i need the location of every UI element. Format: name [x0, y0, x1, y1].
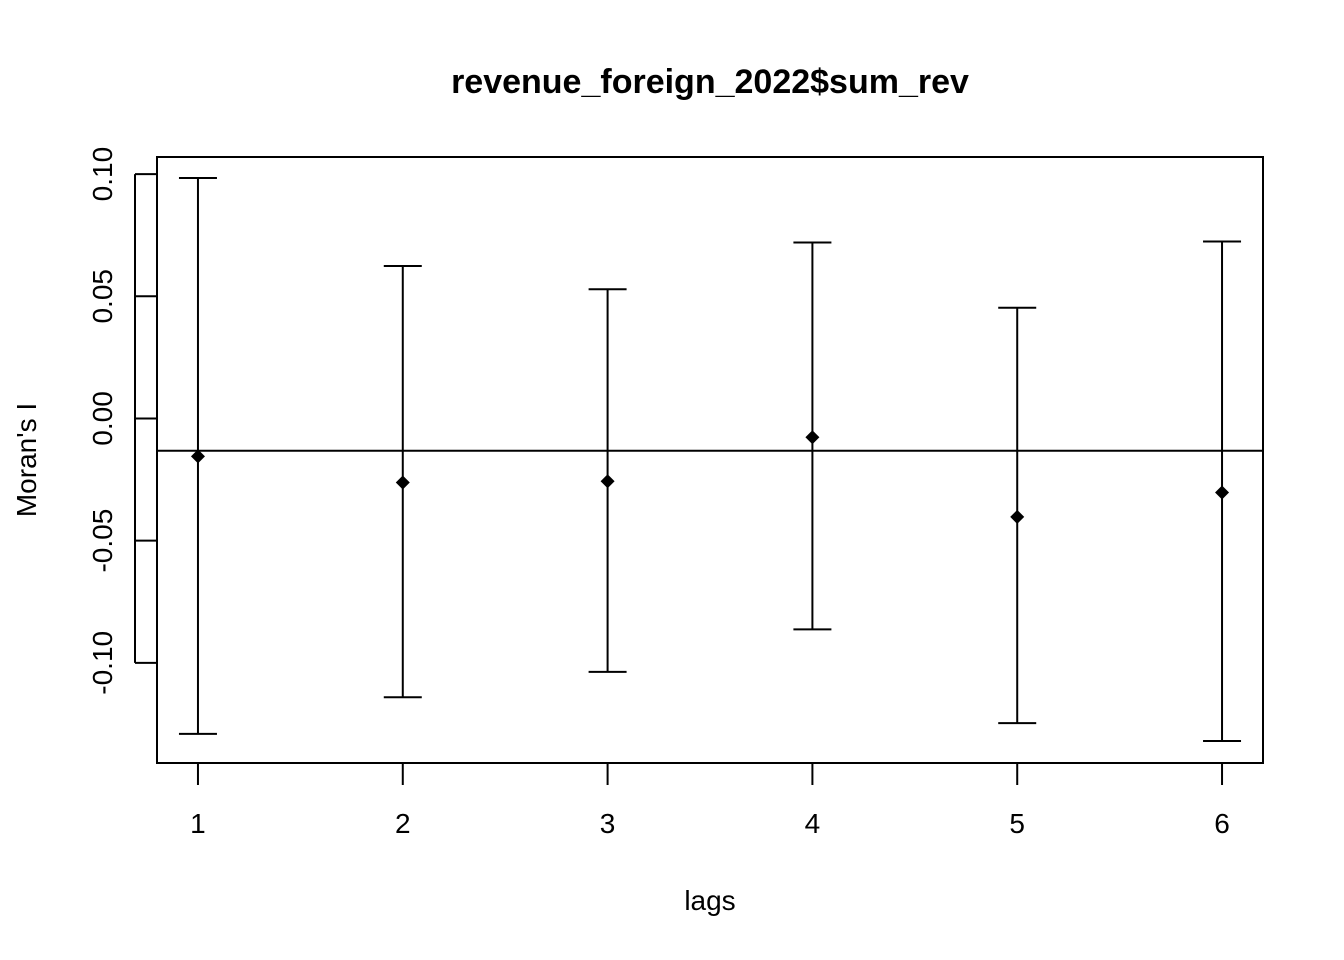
data-point: [1010, 510, 1024, 524]
y-axis: -0.10 -0.05 0.00 0.05 0.10: [87, 147, 157, 695]
y-tick-label: 0.10: [87, 147, 118, 202]
data-point: [396, 475, 410, 489]
data-point: [805, 430, 819, 444]
plot-frame: [157, 157, 1263, 763]
error-bar-series: [179, 178, 1241, 741]
data-point: [1215, 485, 1229, 499]
x-tick-label: 1: [190, 808, 206, 839]
data-point: [601, 474, 615, 488]
x-tick-label: 6: [1214, 808, 1230, 839]
y-tick-label: -0.10: [87, 631, 118, 695]
x-axis-label: lags: [684, 885, 735, 916]
x-tick-label: 5: [1009, 808, 1025, 839]
chart-title: revenue_foreign_2022$sum_rev: [451, 63, 969, 101]
y-axis-label: Moran's I: [11, 403, 42, 517]
y-tick-label: 0.05: [87, 269, 118, 324]
y-tick-label: -0.05: [87, 509, 118, 573]
y-tick-label: 0.00: [87, 391, 118, 446]
x-tick-label: 4: [805, 808, 821, 839]
x-tick-label: 2: [395, 808, 411, 839]
x-tick-label: 3: [600, 808, 616, 839]
x-axis: 1 2 3 4 5 6: [190, 763, 1230, 839]
